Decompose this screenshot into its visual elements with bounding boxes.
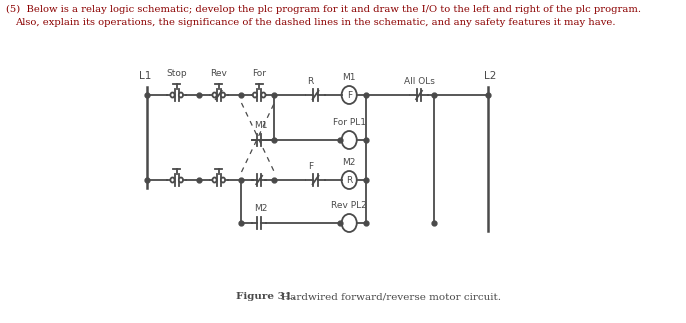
Circle shape	[253, 92, 257, 98]
Circle shape	[179, 178, 183, 182]
Text: For: For	[252, 69, 266, 78]
Text: R: R	[346, 175, 353, 184]
Text: All OLs: All OLs	[403, 77, 434, 86]
Text: F: F	[308, 162, 313, 171]
Text: R: R	[307, 77, 314, 86]
Circle shape	[213, 92, 217, 98]
Circle shape	[221, 92, 225, 98]
Circle shape	[170, 178, 175, 182]
Text: M1: M1	[342, 73, 356, 82]
Circle shape	[213, 178, 217, 182]
Circle shape	[221, 178, 225, 182]
Text: For PL1: For PL1	[333, 118, 366, 127]
Text: L2: L2	[484, 71, 497, 81]
Text: M2: M2	[342, 158, 356, 167]
Circle shape	[261, 92, 265, 98]
Circle shape	[179, 92, 183, 98]
Text: Rev PL2: Rev PL2	[331, 201, 367, 210]
Circle shape	[170, 92, 175, 98]
Text: Rev: Rev	[211, 69, 227, 78]
Text: M1: M1	[254, 121, 268, 130]
Text: Stop: Stop	[167, 69, 187, 78]
Text: L1: L1	[139, 71, 151, 81]
Text: (5)  Below is a relay logic schematic; develop the plc program for it and draw t: (5) Below is a relay logic schematic; de…	[6, 5, 641, 14]
Text: Figure 31.: Figure 31.	[235, 292, 296, 301]
Text: Also, explain its operations, the significance of the dashed lines in the schema: Also, explain its operations, the signif…	[15, 18, 615, 27]
Text: F: F	[346, 90, 352, 99]
Text: M2: M2	[254, 204, 268, 213]
Text: Hardwired forward/reverse motor circuit.: Hardwired forward/reverse motor circuit.	[278, 292, 501, 301]
